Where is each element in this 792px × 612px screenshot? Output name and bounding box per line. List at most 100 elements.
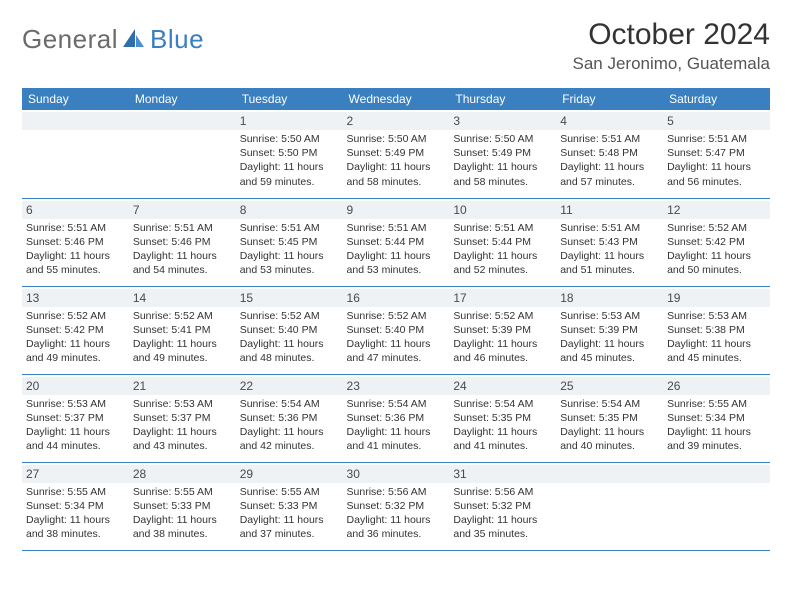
calendar-day-cell: 10 Sunrise: 5:51 AMSunset: 5:44 PMDayligh…	[449, 198, 556, 286]
day-detail-text: Sunrise: 5:51 AMSunset: 5:46 PMDaylight:…	[133, 221, 232, 278]
day-header: Monday	[129, 88, 236, 110]
day-detail-text: Sunrise: 5:53 AMSunset: 5:39 PMDaylight:…	[560, 309, 659, 366]
calendar-day-cell	[22, 110, 129, 198]
calendar-day-cell: 12 Sunrise: 5:52 AMSunset: 5:42 PMDayligh…	[663, 198, 770, 286]
day-number: 18	[556, 289, 663, 307]
day-number: 8	[236, 201, 343, 219]
calendar-day-cell: 8 Sunrise: 5:51 AMSunset: 5:45 PMDaylight…	[236, 198, 343, 286]
calendar-body: 1Sunrise: 5:50 AMSunset: 5:50 PMDaylight…	[22, 110, 770, 550]
day-detail-text: Sunrise: 5:53 AMSunset: 5:38 PMDaylight:…	[667, 309, 766, 366]
calendar-day-cell: 21Sunrise: 5:53 AMSunset: 5:37 PMDayligh…	[129, 374, 236, 462]
day-detail-text: Sunrise: 5:51 AMSunset: 5:43 PMDaylight:…	[560, 221, 659, 278]
day-number: 25	[556, 377, 663, 395]
day-number	[129, 112, 236, 130]
day-number: 28	[129, 465, 236, 483]
day-detail-text: Sunrise: 5:56 AMSunset: 5:32 PMDaylight:…	[453, 485, 552, 542]
day-detail-text: Sunrise: 5:52 AMSunset: 5:41 PMDaylight:…	[133, 309, 232, 366]
day-number: 2	[343, 112, 450, 130]
day-detail-text: Sunrise: 5:54 AMSunset: 5:35 PMDaylight:…	[453, 397, 552, 454]
day-detail-text: Sunrise: 5:53 AMSunset: 5:37 PMDaylight:…	[133, 397, 232, 454]
day-number: 9	[343, 201, 450, 219]
calendar-day-cell: 17 Sunrise: 5:52 AMSunset: 5:39 PMDayligh…	[449, 286, 556, 374]
day-detail-text: Sunrise: 5:51 AMSunset: 5:46 PMDaylight:…	[26, 221, 125, 278]
day-detail-text: Sunrise: 5:52 AMSunset: 5:40 PMDaylight:…	[240, 309, 339, 366]
day-header: Sunday	[22, 88, 129, 110]
day-detail-text: Sunrise: 5:54 AMSunset: 5:35 PMDaylight:…	[560, 397, 659, 454]
calendar-day-cell: 31 Sunrise: 5:56 AMSunset: 5:32 PMDayligh…	[449, 462, 556, 550]
day-number: 16	[343, 289, 450, 307]
day-number: 15	[236, 289, 343, 307]
calendar-day-cell: 1Sunrise: 5:50 AMSunset: 5:50 PMDaylight…	[236, 110, 343, 198]
day-detail-text: Sunrise: 5:51 AMSunset: 5:44 PMDaylight:…	[347, 221, 446, 278]
day-detail-text: Sunrise: 5:53 AMSunset: 5:37 PMDaylight:…	[26, 397, 125, 454]
calendar-day-cell	[556, 462, 663, 550]
month-title: October 2024	[573, 18, 771, 52]
day-header: Friday	[556, 88, 663, 110]
calendar-day-cell: 6 Sunrise: 5:51 AMSunset: 5:46 PMDaylight…	[22, 198, 129, 286]
day-detail-text: Sunrise: 5:55 AMSunset: 5:33 PMDaylight:…	[240, 485, 339, 542]
calendar-day-cell: 9 Sunrise: 5:51 AMSunset: 5:44 PMDaylight…	[343, 198, 450, 286]
calendar-day-cell: 18 Sunrise: 5:53 AMSunset: 5:39 PMDayligh…	[556, 286, 663, 374]
calendar-day-cell: 26 Sunrise: 5:55 AMSunset: 5:34 PMDayligh…	[663, 374, 770, 462]
day-detail-text: Sunrise: 5:51 AMSunset: 5:47 PMDaylight:…	[667, 132, 766, 189]
day-detail-text: Sunrise: 5:51 AMSunset: 5:45 PMDaylight:…	[240, 221, 339, 278]
title-block: October 2024 San Jeronimo, Guatemala	[573, 18, 771, 74]
calendar-week-row: 13Sunrise: 5:52 AMSunset: 5:42 PMDayligh…	[22, 286, 770, 374]
day-detail-text: Sunrise: 5:51 AMSunset: 5:44 PMDaylight:…	[453, 221, 552, 278]
calendar-table: SundayMondayTuesdayWednesdayThursdayFrid…	[22, 88, 770, 551]
day-header: Thursday	[449, 88, 556, 110]
day-number: 23	[343, 377, 450, 395]
day-header: Tuesday	[236, 88, 343, 110]
day-number: 27	[22, 465, 129, 483]
day-number: 7	[129, 201, 236, 219]
day-header: Wednesday	[343, 88, 450, 110]
day-detail-text: Sunrise: 5:52 AMSunset: 5:42 PMDaylight:…	[667, 221, 766, 278]
day-number: 10	[449, 201, 556, 219]
day-detail-text: Sunrise: 5:52 AMSunset: 5:40 PMDaylight:…	[347, 309, 446, 366]
calendar-week-row: 1Sunrise: 5:50 AMSunset: 5:50 PMDaylight…	[22, 110, 770, 198]
day-detail-text: Sunrise: 5:54 AMSunset: 5:36 PMDaylight:…	[240, 397, 339, 454]
day-number: 12	[663, 201, 770, 219]
calendar-day-cell: 16 Sunrise: 5:52 AMSunset: 5:40 PMDayligh…	[343, 286, 450, 374]
day-number	[22, 112, 129, 130]
day-number: 29	[236, 465, 343, 483]
day-number: 11	[556, 201, 663, 219]
day-detail-text: Sunrise: 5:55 AMSunset: 5:34 PMDaylight:…	[667, 397, 766, 454]
day-number: 5	[663, 112, 770, 130]
calendar-day-cell: 24Sunrise: 5:54 AMSunset: 5:35 PMDayligh…	[449, 374, 556, 462]
logo-text-general: General	[22, 24, 118, 55]
calendar-day-cell	[663, 462, 770, 550]
logo-text-blue: Blue	[150, 24, 204, 55]
calendar-day-cell: 4 Sunrise: 5:51 AMSunset: 5:48 PMDaylight…	[556, 110, 663, 198]
calendar-week-row: 20Sunrise: 5:53 AMSunset: 5:37 PMDayligh…	[22, 374, 770, 462]
calendar-day-cell: 5 Sunrise: 5:51 AMSunset: 5:47 PMDaylight…	[663, 110, 770, 198]
calendar-day-cell: 29 Sunrise: 5:55 AMSunset: 5:33 PMDayligh…	[236, 462, 343, 550]
day-detail-text: Sunrise: 5:55 AMSunset: 5:33 PMDaylight:…	[133, 485, 232, 542]
day-detail-text: Sunrise: 5:51 AMSunset: 5:48 PMDaylight:…	[560, 132, 659, 189]
calendar-day-cell: 22 Sunrise: 5:54 AMSunset: 5:36 PMDayligh…	[236, 374, 343, 462]
logo: General Blue	[22, 24, 204, 55]
calendar-day-cell: 2Sunrise: 5:50 AMSunset: 5:49 PMDaylight…	[343, 110, 450, 198]
day-number: 6	[22, 201, 129, 219]
calendar-day-cell: 7 Sunrise: 5:51 AMSunset: 5:46 PMDaylight…	[129, 198, 236, 286]
day-detail-text: Sunrise: 5:56 AMSunset: 5:32 PMDaylight:…	[347, 485, 446, 542]
calendar-day-cell: 23 Sunrise: 5:54 AMSunset: 5:36 PMDayligh…	[343, 374, 450, 462]
day-number: 20	[22, 377, 129, 395]
calendar-week-row: 6Sunrise: 5:51 AMSunset: 5:46 PMDaylight…	[22, 198, 770, 286]
calendar-day-cell: 30 Sunrise: 5:56 AMSunset: 5:32 PMDayligh…	[343, 462, 450, 550]
day-number: 4	[556, 112, 663, 130]
calendar-day-cell: 20 Sunrise: 5:53 AMSunset: 5:37 PMDayligh…	[22, 374, 129, 462]
day-number: 31	[449, 465, 556, 483]
day-detail-text: Sunrise: 5:54 AMSunset: 5:36 PMDaylight:…	[347, 397, 446, 454]
calendar-day-cell	[129, 110, 236, 198]
day-number: 30	[343, 465, 450, 483]
day-detail-text: Sunrise: 5:52 AMSunset: 5:39 PMDaylight:…	[453, 309, 552, 366]
location-subtitle: San Jeronimo, Guatemala	[573, 54, 771, 74]
day-number: 17	[449, 289, 556, 307]
calendar-day-cell: 15 Sunrise: 5:52 AMSunset: 5:40 PMDayligh…	[236, 286, 343, 374]
calendar-day-cell: 28 Sunrise: 5:55 AMSunset: 5:33 PMDayligh…	[129, 462, 236, 550]
day-number: 3	[449, 112, 556, 130]
day-header: Saturday	[663, 88, 770, 110]
day-number: 26	[663, 377, 770, 395]
day-number: 22	[236, 377, 343, 395]
